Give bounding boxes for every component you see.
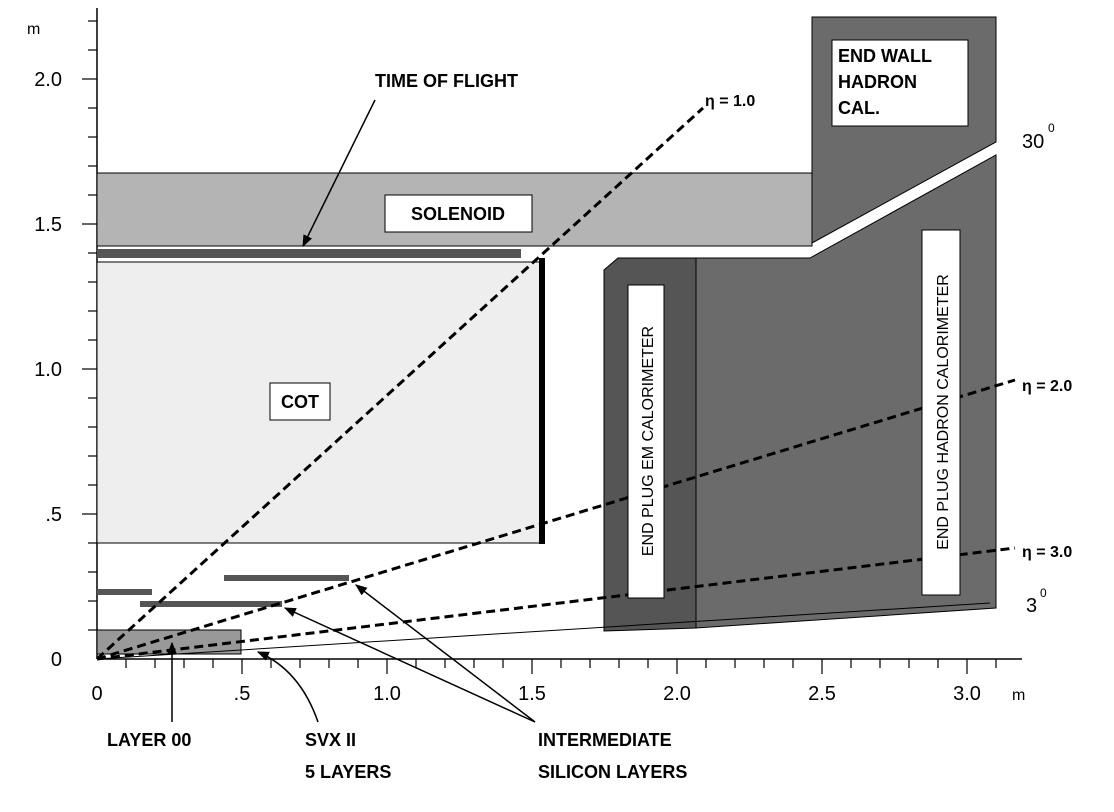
label-box [384, 194, 533, 233]
silicon-layer [140, 601, 282, 607]
arrow [283, 607, 536, 723]
y-tick-label: 2.0 [34, 69, 62, 91]
silicon-layer [224, 575, 349, 581]
end-plug-em-label: END PLUG EM CALORIMETER [640, 326, 657, 556]
angle-line [811, 144, 1001, 254]
cot-label: COT [281, 392, 319, 412]
x-unit: m [1012, 687, 1025, 704]
x-tick-label: 2.0 [663, 683, 691, 705]
eta-label: η = 2.0 [1022, 378, 1072, 395]
eta-lines [95, 106, 1016, 661]
label-box [269, 382, 331, 421]
svx-label: 5 LAYERS [305, 762, 391, 782]
layer00-label: LAYER 00 [107, 730, 191, 750]
x-tick-label: 3.0 [953, 683, 981, 705]
x-tick-label: 2.5 [808, 683, 836, 705]
tof [97, 249, 521, 258]
x-tick-label: .5 [234, 683, 251, 705]
silicon-layer [97, 589, 152, 595]
y-tick-label: .5 [45, 504, 62, 526]
svx-label: SVX II [305, 730, 356, 750]
angle-sup: 0 [1040, 586, 1047, 600]
angle-sup: 0 [1048, 121, 1055, 135]
end-wall-label: HADRON [838, 72, 917, 92]
axis-ticks [82, 20, 997, 674]
end-wall-label: END WALL [838, 46, 932, 66]
intermediate-label: SILICON LAYERS [538, 762, 687, 782]
tof-label: TIME OF FLIGHT [375, 71, 518, 91]
y-tick-label: 0 [51, 649, 62, 671]
x-tick-label: 1.5 [518, 683, 546, 705]
y-unit: m [27, 21, 40, 38]
angle-label: 30 [1022, 131, 1044, 153]
tick-labels: 0 .5 1.0 1.5 2.0 0 .5 1.0 1.5 2.0 2.5 3.0 [34, 69, 981, 705]
label-box [831, 39, 969, 127]
solenoid-label: SOLENOID [411, 204, 505, 224]
label-box [627, 284, 665, 599]
y-tick-label: 1.5 [34, 214, 62, 236]
eta-label: η = 1.0 [705, 93, 755, 110]
arrow [355, 584, 536, 723]
end-wall-label: CAL. [838, 98, 880, 118]
intermediate-label: INTERMEDIATE [538, 730, 672, 750]
angle-label: 3 [1026, 595, 1037, 617]
eta-label: η = 3.0 [1022, 544, 1072, 561]
cot-endplate [539, 258, 545, 544]
label-box [921, 229, 961, 596]
x-tick-label: 1.0 [373, 683, 401, 705]
angle-line [96, 602, 991, 660]
arrow [302, 99, 376, 248]
arrow [256, 651, 319, 723]
end-plug-hadron-label: END PLUG HADRON CALORIMETER [935, 274, 952, 550]
x-tick-label: 0 [91, 683, 102, 705]
y-tick-label: 1.0 [34, 359, 62, 381]
